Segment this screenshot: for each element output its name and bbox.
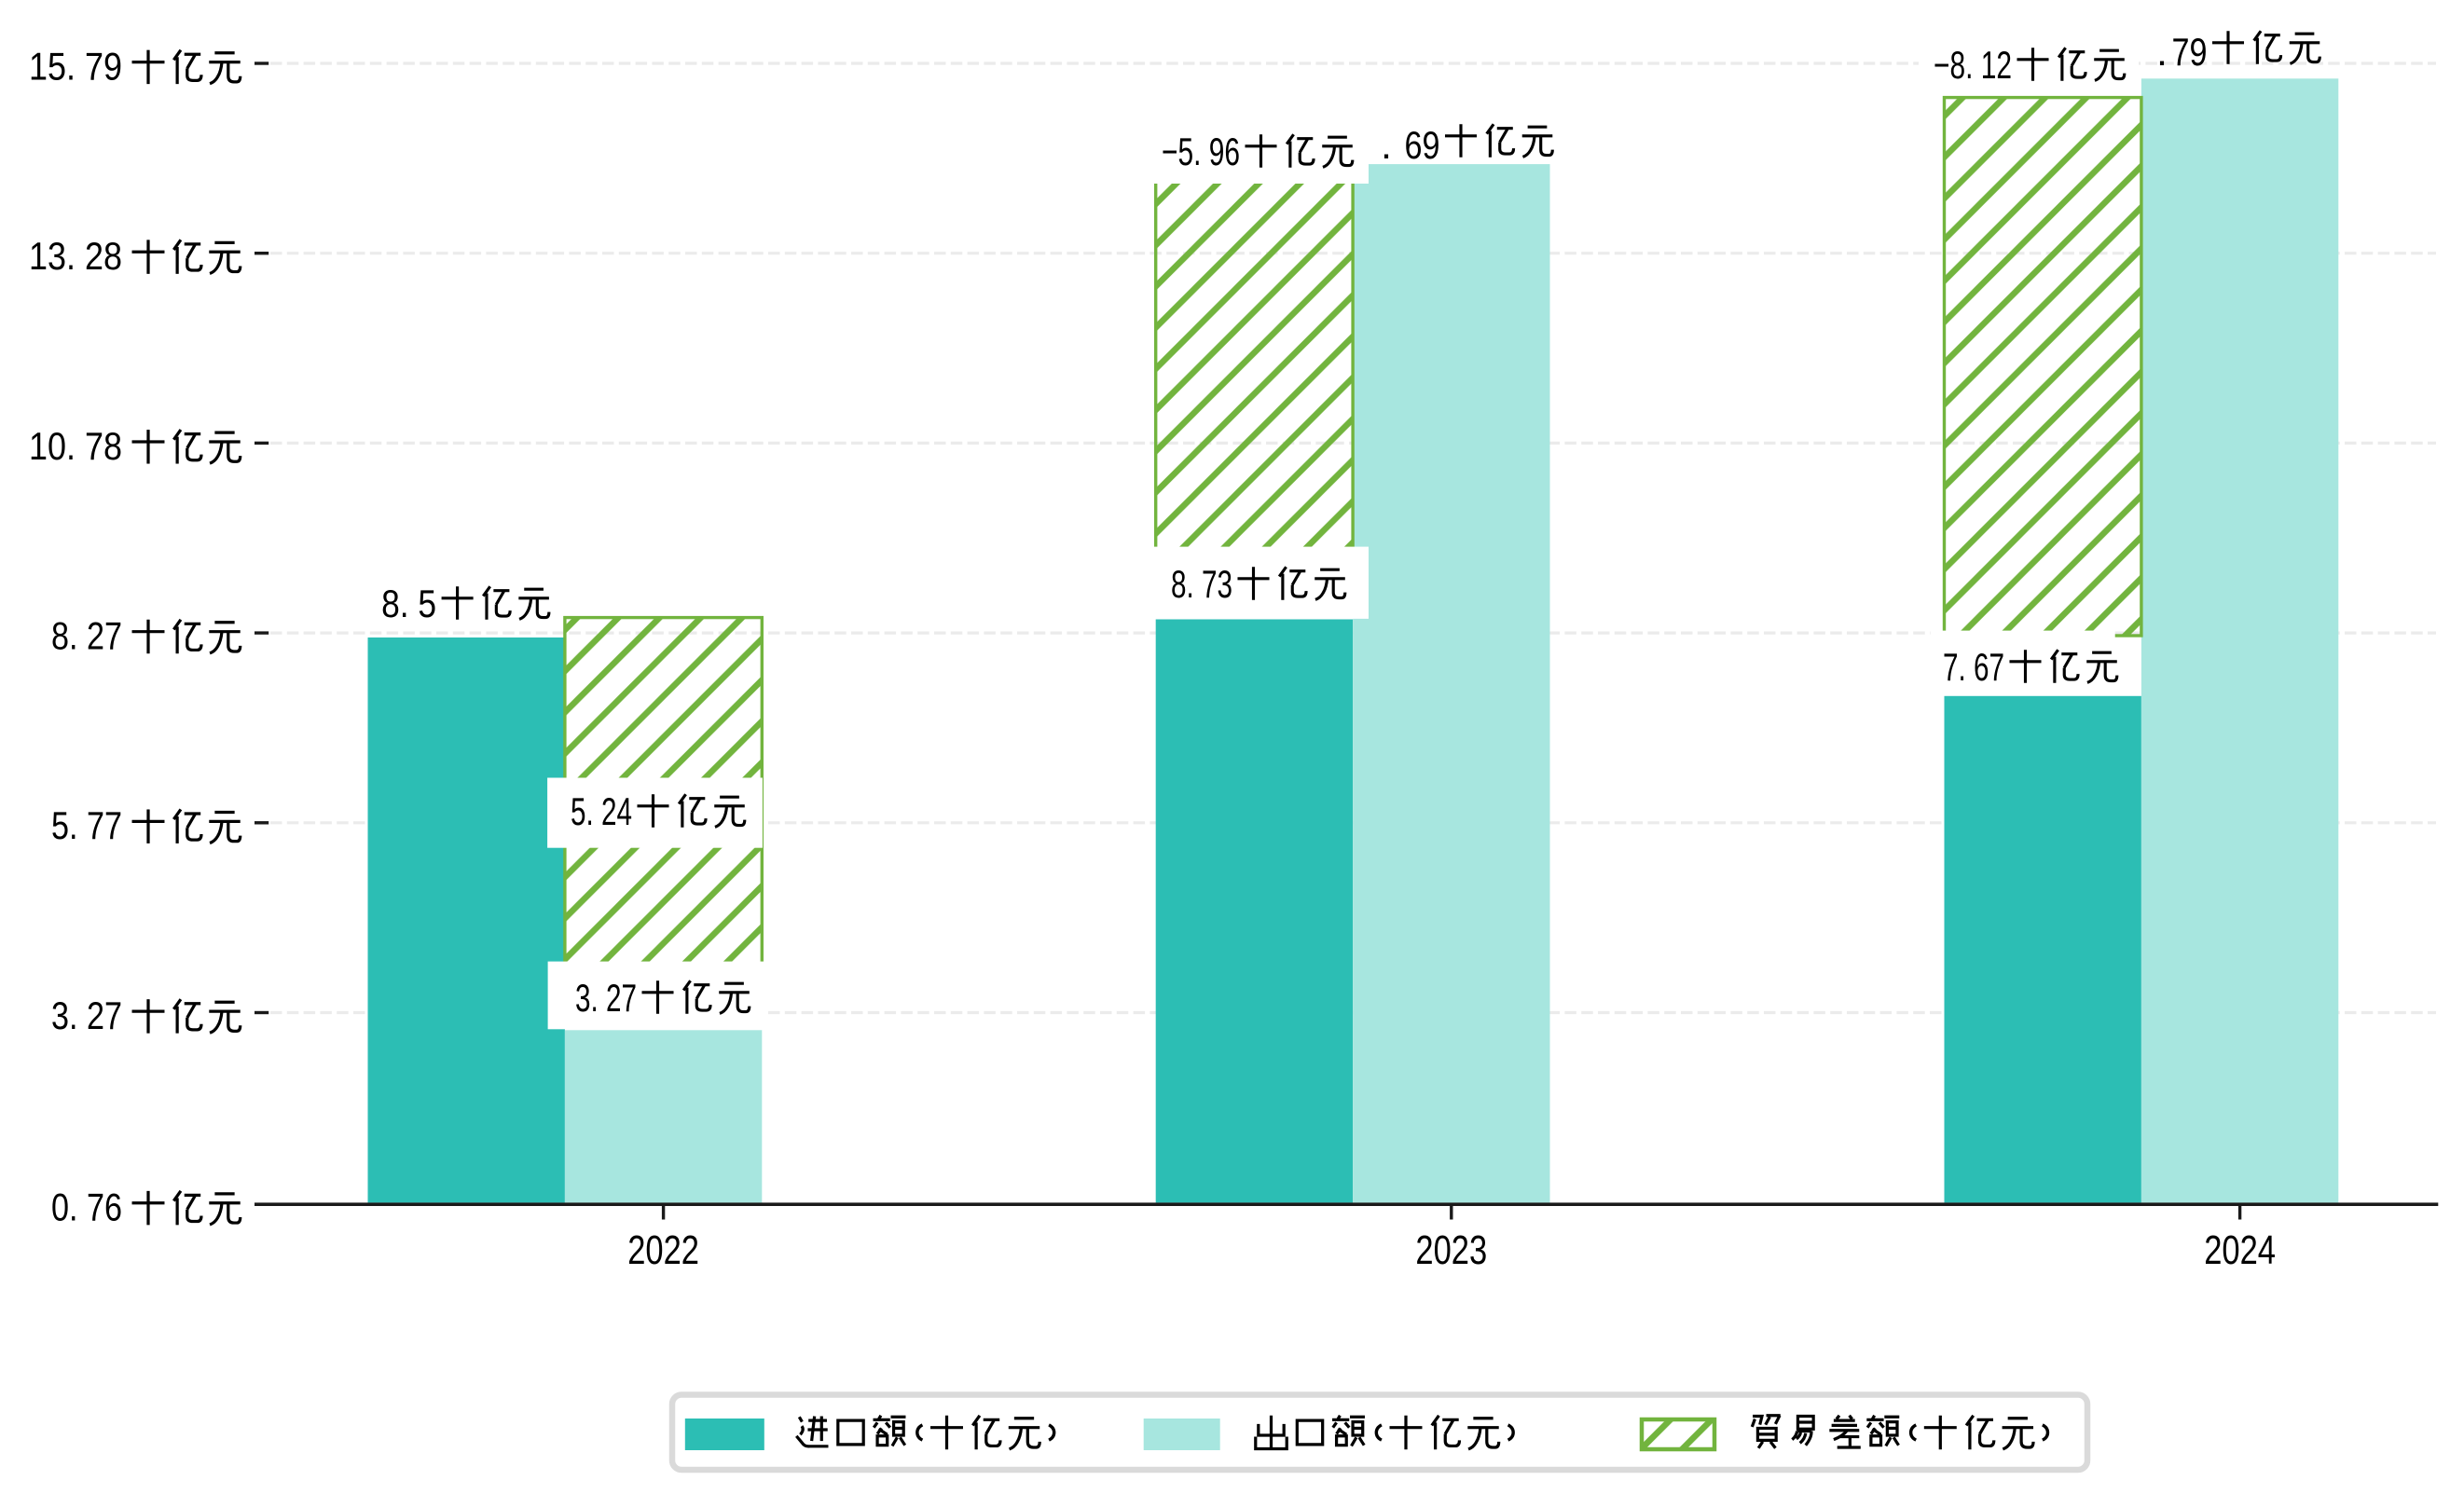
svg-text:2024: 2024 <box>2204 1227 2276 1273</box>
svg-text:−5. 96: −5. 96 <box>1162 130 1240 173</box>
svg-text:13. 28: 13. 28 <box>29 234 122 278</box>
svg-text:8. 27: 8. 27 <box>51 614 122 658</box>
svg-text:15. 79: 15. 79 <box>29 44 122 88</box>
svg-text:79: 79 <box>2172 30 2208 74</box>
svg-text:.: . <box>1381 123 1392 167</box>
svg-text:2023: 2023 <box>1415 1227 1487 1273</box>
svg-text:0. 76: 0. 76 <box>51 1186 122 1229</box>
svg-text:−8. 12: −8. 12 <box>1934 43 2012 87</box>
svg-text:.: . <box>2156 30 2168 74</box>
svg-text:3. 27: 3. 27 <box>575 976 637 1020</box>
svg-text:8. 73: 8. 73 <box>1171 562 1232 606</box>
svg-text:5. 24: 5. 24 <box>571 789 632 833</box>
svg-text:7. 67: 7. 67 <box>1943 645 2004 689</box>
svg-text:69: 69 <box>1405 123 1440 167</box>
svg-text:3. 27: 3. 27 <box>51 994 122 1037</box>
svg-text:2022: 2022 <box>627 1227 699 1273</box>
svg-text:10. 78: 10. 78 <box>29 424 122 468</box>
svg-text:8. 5: 8. 5 <box>381 582 436 625</box>
svg-text:5. 77: 5. 77 <box>51 803 122 847</box>
